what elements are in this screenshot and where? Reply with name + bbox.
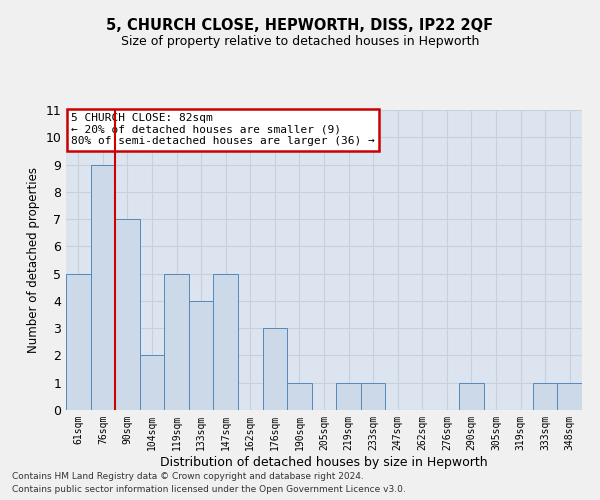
X-axis label: Distribution of detached houses by size in Hepworth: Distribution of detached houses by size … xyxy=(160,456,488,468)
Bar xyxy=(361,382,385,410)
Y-axis label: Number of detached properties: Number of detached properties xyxy=(27,167,40,353)
Bar xyxy=(115,219,140,410)
Bar xyxy=(214,274,238,410)
Bar xyxy=(66,274,91,410)
Bar xyxy=(336,382,361,410)
Text: 5, CHURCH CLOSE, HEPWORTH, DISS, IP22 2QF: 5, CHURCH CLOSE, HEPWORTH, DISS, IP22 2Q… xyxy=(106,18,494,32)
Bar xyxy=(164,274,189,410)
Text: Contains HM Land Registry data © Crown copyright and database right 2024.: Contains HM Land Registry data © Crown c… xyxy=(12,472,364,481)
Bar xyxy=(189,301,214,410)
Bar xyxy=(287,382,312,410)
Bar xyxy=(557,382,582,410)
Text: Size of property relative to detached houses in Hepworth: Size of property relative to detached ho… xyxy=(121,35,479,48)
Bar xyxy=(533,382,557,410)
Bar xyxy=(459,382,484,410)
Bar xyxy=(263,328,287,410)
Bar xyxy=(91,164,115,410)
Text: 5 CHURCH CLOSE: 82sqm
← 20% of detached houses are smaller (9)
80% of semi-detac: 5 CHURCH CLOSE: 82sqm ← 20% of detached … xyxy=(71,113,375,146)
Text: Contains public sector information licensed under the Open Government Licence v3: Contains public sector information licen… xyxy=(12,485,406,494)
Bar xyxy=(140,356,164,410)
